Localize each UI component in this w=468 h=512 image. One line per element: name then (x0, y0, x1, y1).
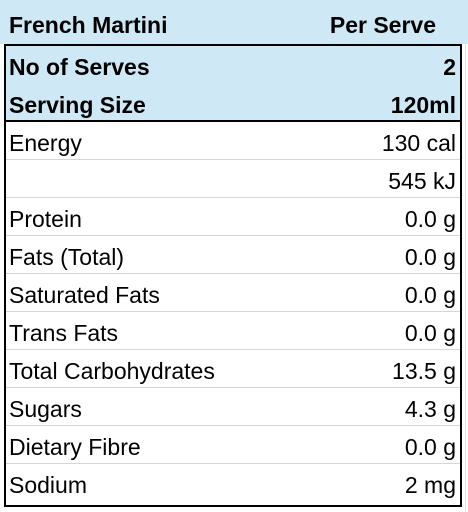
serves-row[interactable]: No of Serves 2 (6, 46, 460, 84)
nutrition-table: Energy 130 cal 545 kJ Protein 0.0 g Fats… (4, 121, 462, 507)
table-row[interactable]: Protein 0.0 g (6, 198, 460, 236)
nutrient-label: Sodium (9, 472, 87, 498)
serving-size-value: 120ml (390, 92, 456, 118)
nutrient-label: Saturated Fats (9, 282, 160, 308)
nutrient-label: Dietary Fibre (9, 434, 141, 460)
nutrient-label: Sugars (9, 396, 82, 422)
serves-label: No of Serves (9, 54, 150, 80)
nutrient-label: Fats (Total) (9, 244, 125, 270)
gridline (465, 0, 466, 512)
table-row[interactable]: Trans Fats 0.0 g (6, 312, 460, 350)
nutrient-label: Trans Fats (9, 320, 119, 346)
nutrient-value: 0.0 g (404, 282, 456, 308)
nutrient-value: 0.0 g (404, 206, 456, 232)
nutrient-label: Total Carbohydrates (9, 358, 215, 384)
nutrient-label: Energy (9, 130, 82, 156)
table-title[interactable]: French Martini (9, 12, 168, 38)
serving-size-row[interactable]: Serving Size 120ml (6, 84, 460, 122)
nutrient-value: 0.0 g (404, 320, 456, 346)
nutrient-value: 2 mg (404, 472, 456, 498)
serving-size-label: Serving Size (9, 92, 146, 118)
table-row[interactable]: Total Carbohydrates 13.5 g (6, 350, 460, 388)
table-row[interactable]: 545 kJ (6, 160, 460, 198)
nutrient-label: Protein (9, 206, 82, 232)
table-row[interactable]: Saturated Fats 0.0 g (6, 274, 460, 312)
header-row: French Martini Per Serve (0, 0, 468, 44)
table-row[interactable]: Sodium 2 mg (6, 464, 460, 502)
serves-value: 2 (443, 54, 456, 80)
nutrient-value: 545 kJ (388, 168, 456, 194)
column-header[interactable]: Per Serve (329, 12, 436, 38)
table-row[interactable]: Energy 130 cal (6, 122, 460, 160)
nutrient-value: 0.0 g (404, 244, 456, 270)
serving-info-box: No of Serves 2 Serving Size 120ml (4, 44, 462, 122)
table-row[interactable]: Sugars 4.3 g (6, 388, 460, 426)
nutrient-value: 13.5 g (392, 358, 456, 384)
table-row[interactable]: Dietary Fibre 0.0 g (6, 426, 460, 464)
nutrient-value: 4.3 g (404, 396, 456, 422)
nutrient-value: 0.0 g (404, 434, 456, 460)
nutrient-value: 130 cal (381, 130, 456, 156)
table-row[interactable]: Fats (Total) 0.0 g (6, 236, 460, 274)
